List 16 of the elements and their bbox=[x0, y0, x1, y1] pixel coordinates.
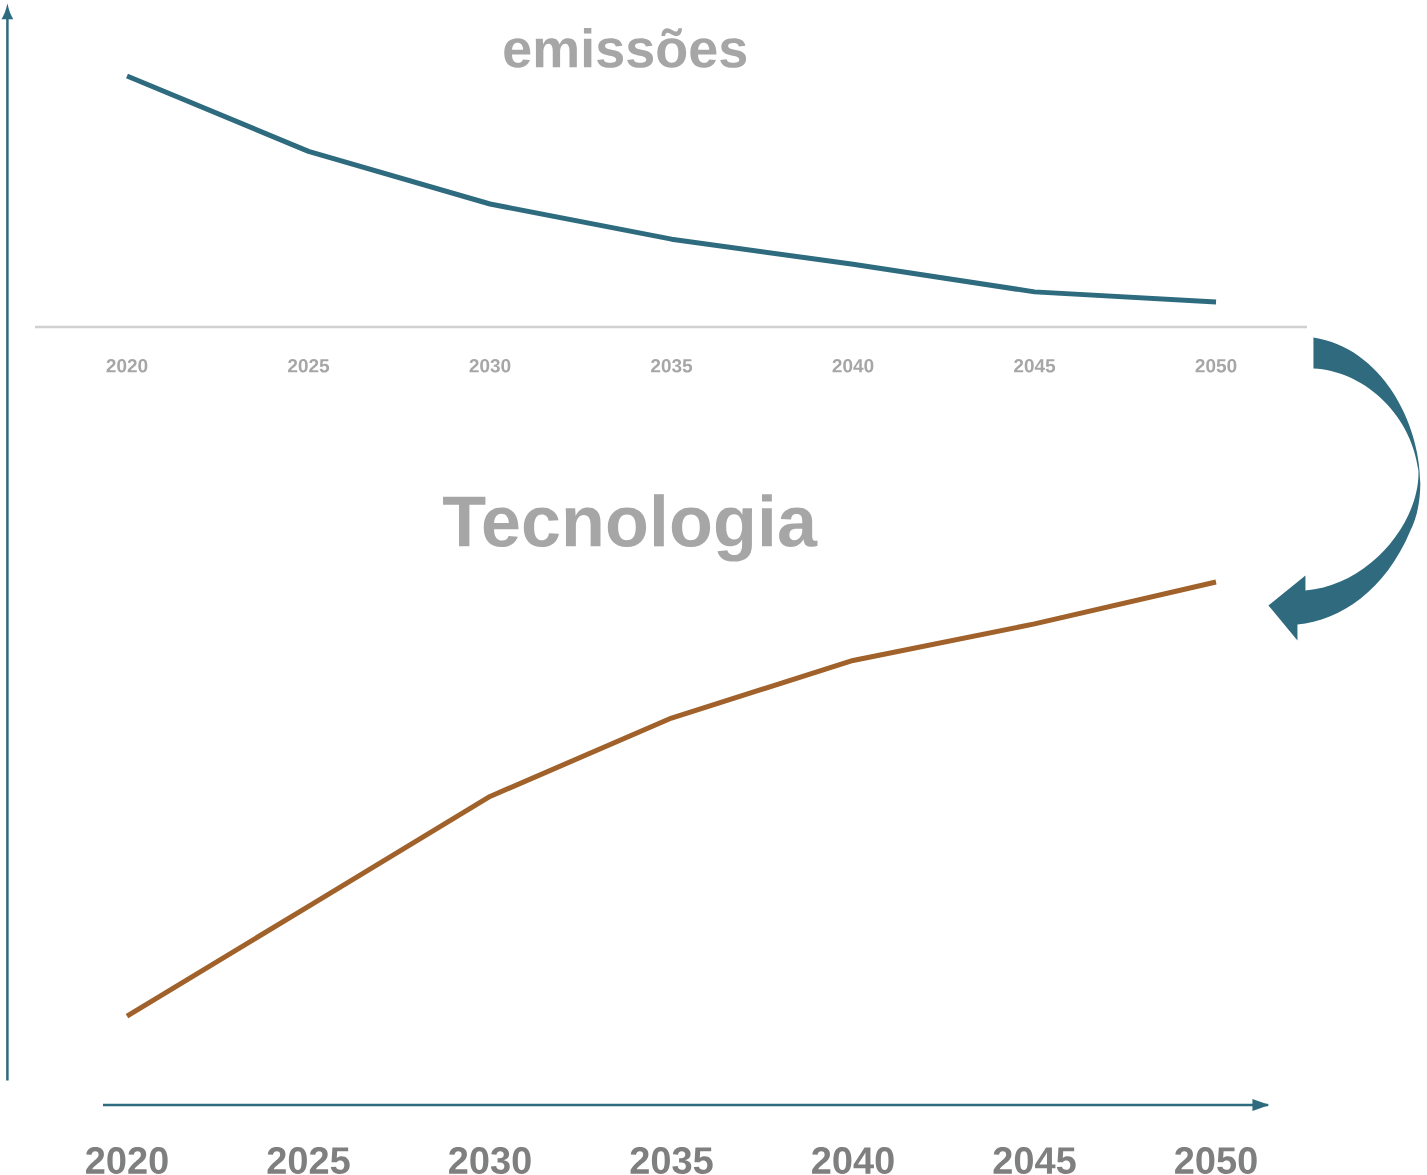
chart-title: emissões bbox=[504, 28, 747, 68]
x-tick-label: 2045 bbox=[993, 1147, 1076, 1175]
x-tick-label: 2035 bbox=[651, 359, 693, 373]
x-tick-label: 2020 bbox=[86, 1147, 168, 1175]
x-tick-label: 2020 bbox=[106, 359, 148, 373]
x-tick-label: 2030 bbox=[449, 1147, 531, 1175]
x-tick-label: 2030 bbox=[469, 359, 511, 373]
x-tick-label: 2050 bbox=[1195, 359, 1237, 373]
x-tick-label: 2050 bbox=[1175, 1147, 1257, 1175]
x-tick-label: 2035 bbox=[630, 1147, 713, 1175]
x-tick-label: 2045 bbox=[1014, 359, 1056, 373]
x-tick-label: 2040 bbox=[832, 359, 874, 373]
x-tick-label: 2025 bbox=[267, 1147, 350, 1175]
x-tick-label: 2025 bbox=[288, 359, 330, 373]
chart-title: Tecnologia bbox=[443, 494, 818, 562]
x-tick-label: 2040 bbox=[812, 1147, 894, 1175]
